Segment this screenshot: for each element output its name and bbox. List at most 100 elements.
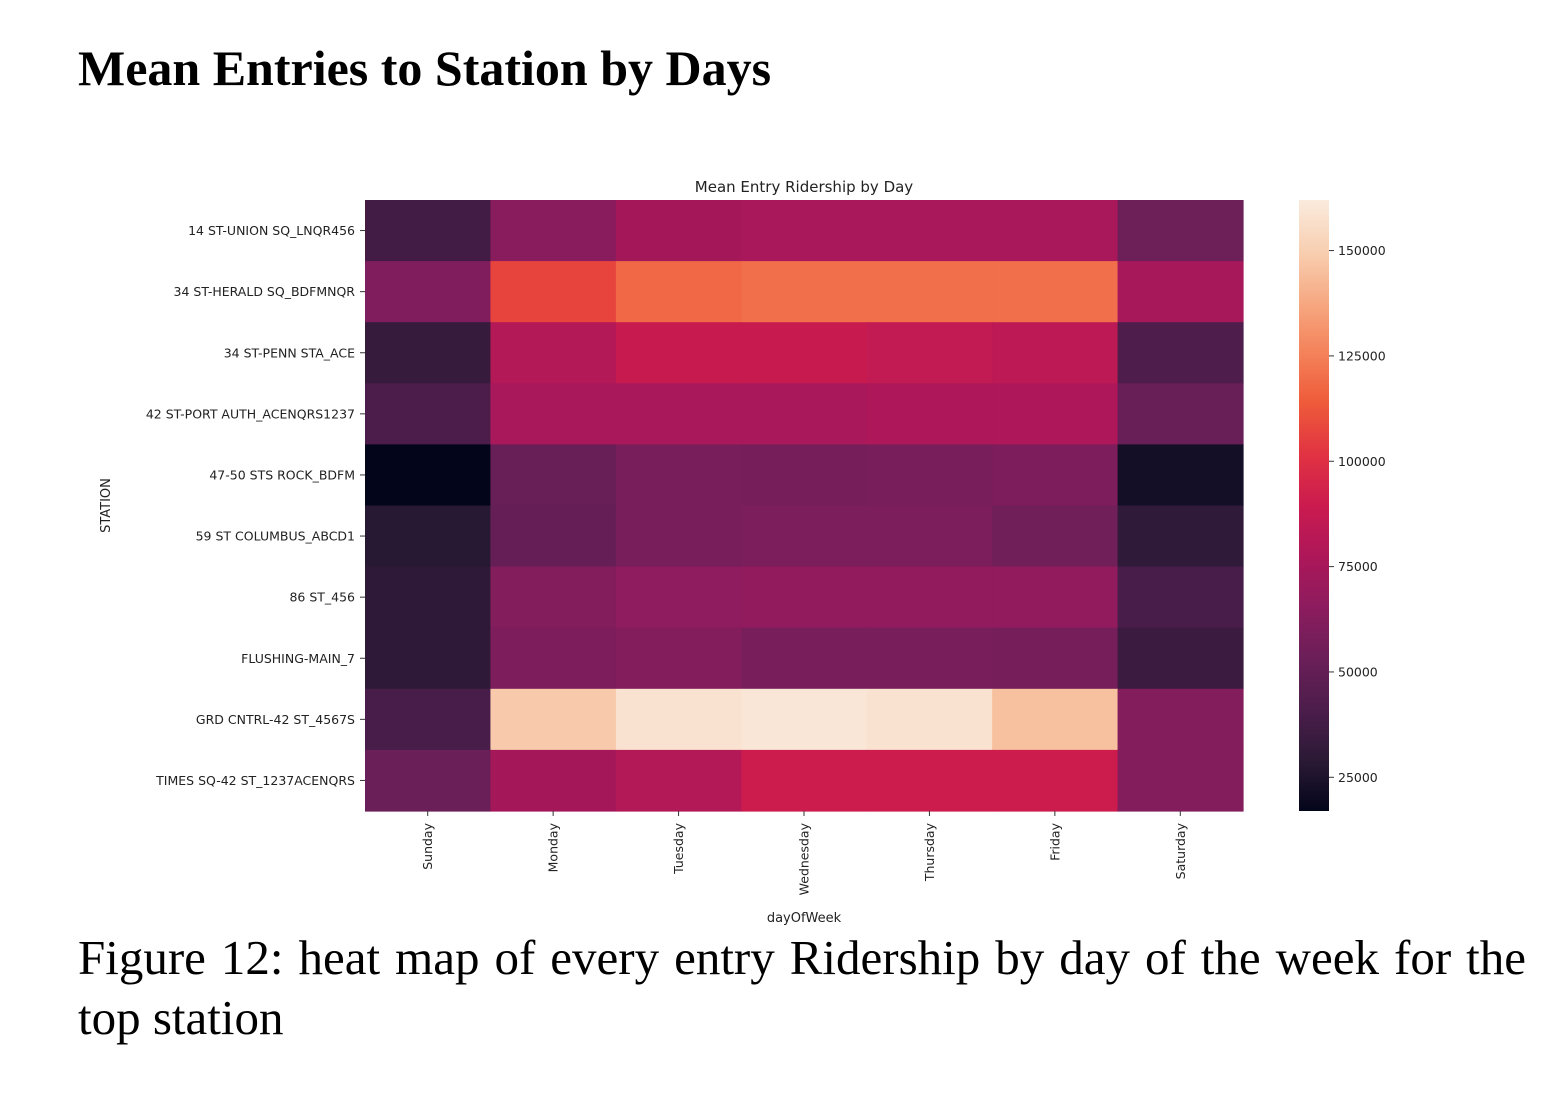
heatmap-cell (866, 505, 993, 568)
heatmap-cell (866, 444, 993, 507)
heatmap-cell (741, 749, 868, 812)
heatmap-cell (1117, 322, 1244, 384)
y-tick-label: 59 ST COLUMBUS_ABCD1 (196, 529, 355, 544)
heatmap-cell (992, 627, 1119, 690)
heatmap-cell (741, 200, 868, 262)
figure-caption: Figure 12: heat map of every entry Rider… (78, 930, 1526, 1045)
heatmap-cell (365, 627, 492, 690)
heatmap-cell (365, 383, 492, 445)
x-tick-label: Saturday (1173, 822, 1188, 879)
heatmap-cell (992, 200, 1119, 262)
heatmap-cell (1117, 200, 1244, 262)
heatmap-cell (365, 505, 492, 568)
y-tick-label: 34 ST-PENN STA_ACE (224, 345, 355, 360)
heatmap-cell (1117, 505, 1244, 568)
heatmap-cell (490, 566, 617, 629)
heatmap-cell (741, 383, 868, 445)
heatmap-cell (866, 261, 993, 323)
heatmap-cell (365, 749, 492, 812)
heatmap-cell (365, 444, 492, 507)
heatmap-cell (490, 749, 617, 812)
heatmap-cell (1117, 627, 1244, 690)
heatmap-cell (490, 688, 617, 751)
heatmap-cell (992, 749, 1119, 812)
y-tick-label: GRD CNTRL-42 ST_4567S (196, 712, 355, 727)
x-tick-label: Monday (546, 822, 561, 872)
y-axis-label: STATION (99, 478, 114, 533)
heatmap-cell (741, 444, 868, 507)
heatmap-cell (866, 749, 993, 812)
heatmap-cell (490, 505, 617, 568)
y-tick-label: TIMES SQ-42 ST_1237ACENQRS (155, 773, 355, 788)
x-tick-label: Thursday (922, 822, 937, 882)
x-axis-label: dayOfWeek (767, 911, 842, 926)
y-tick-label: 34 ST-HERALD SQ_BDFMNQR (174, 284, 356, 299)
heatmap-cell (992, 322, 1119, 384)
x-tick-label: Tuesday (671, 822, 686, 874)
heatmap-cell (741, 566, 868, 629)
heatmap-cell (866, 200, 993, 262)
heatmap-cell (992, 383, 1119, 445)
heatmap-cell (741, 261, 868, 323)
heatmap-cell (615, 261, 742, 323)
heatmap-cell (615, 322, 742, 384)
heatmap-cell (615, 688, 742, 751)
heatmap-cell (615, 627, 742, 690)
document-heading: Mean Entries to Station by Days (78, 40, 772, 96)
y-tick-label: 14 ST-UNION SQ_LNQR456 (188, 223, 355, 238)
y-tick-label: 47-50 STS ROCK_BDFM (209, 467, 355, 482)
heatmap-cell (615, 444, 742, 507)
heatmap-cell (1117, 688, 1244, 751)
heatmap-cell (1117, 444, 1244, 507)
heatmap-cell (615, 566, 742, 629)
heatmap-cell (992, 261, 1119, 323)
y-tick-label: FLUSHING-MAIN_7 (241, 651, 355, 666)
heatmap-cell (866, 322, 993, 384)
heatmap-cell (490, 322, 617, 384)
heatmap-cell (741, 322, 868, 384)
heatmap-cell (490, 261, 617, 323)
heatmap-cell (1117, 383, 1244, 445)
colorbar-tick-label: 100000 (1338, 454, 1386, 469)
heatmap-cell (365, 200, 492, 262)
heatmap-cell (1117, 566, 1244, 629)
y-tick-label: 86 ST_456 (289, 590, 355, 605)
colorbar-tick-label: 75000 (1338, 559, 1378, 574)
heatmap-cell (615, 749, 742, 812)
heatmap-cell (365, 322, 492, 384)
heatmap-chart: Mean Entry Ridership by Day 14 ST-UNION S… (99, 178, 1386, 926)
heatmap-cell (490, 383, 617, 445)
heatmap-cell (365, 566, 492, 629)
heatmap-cell (866, 566, 993, 629)
heatmap-cell (741, 627, 868, 690)
heatmap-cell (866, 688, 993, 751)
heatmap-cell (1117, 261, 1244, 323)
heatmap-cell (992, 444, 1119, 507)
heatmap-cell (866, 383, 993, 445)
heatmap-cell (615, 200, 742, 262)
heatmap-cell (490, 200, 617, 262)
x-tick-label: Friday (1047, 822, 1062, 860)
heatmap-cell (490, 627, 617, 690)
x-tick-label: Wednesday (797, 822, 812, 895)
colorbar-tick-label: 125000 (1338, 348, 1386, 363)
heatmap-cell (365, 688, 492, 751)
heatmap-cell (741, 688, 868, 751)
colorbar (1299, 200, 1329, 811)
x-tick-label: Sunday (420, 822, 435, 869)
heatmap-cell (1117, 749, 1244, 812)
heatmap-cell (490, 444, 617, 507)
colorbar-tick-label: 25000 (1338, 770, 1378, 785)
heatmap-cell (741, 505, 868, 568)
heatmap-cell (992, 505, 1119, 568)
y-tick-label: 42 ST-PORT AUTH_ACENQRS1237 (146, 406, 355, 421)
chart-title: Mean Entry Ridership by Day (695, 178, 914, 196)
colorbar-tick-label: 50000 (1338, 664, 1378, 679)
heatmap-figure: Mean Entry Ridership by Day 14 ST-UNION S… (0, 160, 1564, 930)
heatmap-cell (615, 383, 742, 445)
heatmap-cell (365, 261, 492, 323)
heatmap-cell (615, 505, 742, 568)
heatmap-cell (992, 688, 1119, 751)
heatmap-cell (866, 627, 993, 690)
heatmap-cell (992, 566, 1119, 629)
